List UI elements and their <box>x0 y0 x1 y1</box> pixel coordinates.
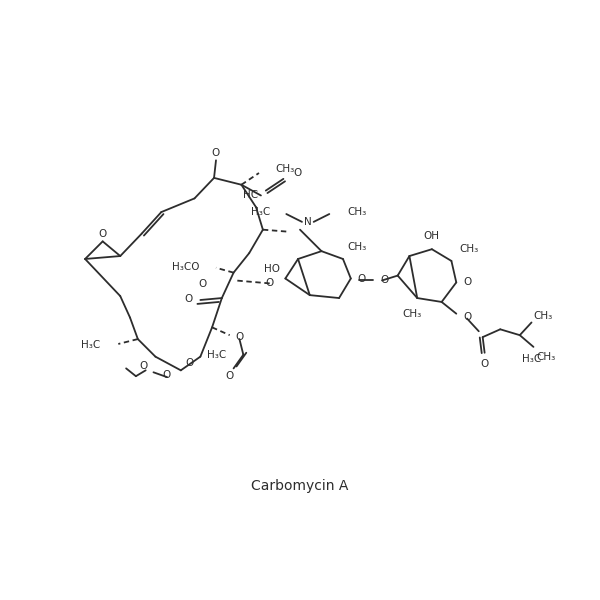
Text: HO: HO <box>265 264 280 274</box>
Text: O: O <box>463 277 472 287</box>
Text: O: O <box>463 311 472 322</box>
Text: H₃C: H₃C <box>208 350 227 360</box>
Text: O: O <box>140 361 148 371</box>
Text: H₃CO: H₃CO <box>172 262 199 272</box>
Text: H₃C: H₃C <box>522 353 541 364</box>
Text: CH₃: CH₃ <box>275 164 295 174</box>
Text: N: N <box>304 217 311 227</box>
Text: CH₃: CH₃ <box>536 352 556 362</box>
Text: CH₃: CH₃ <box>459 244 478 254</box>
Text: O: O <box>380 275 388 286</box>
Text: O: O <box>236 332 244 342</box>
Text: O: O <box>184 294 193 304</box>
Text: HC: HC <box>243 190 258 199</box>
Text: O: O <box>265 278 274 289</box>
Text: O: O <box>293 168 301 178</box>
Text: CH₃: CH₃ <box>347 207 366 217</box>
Text: Carbomycin A: Carbomycin A <box>251 479 349 493</box>
Text: CH₃: CH₃ <box>533 311 553 320</box>
Text: O: O <box>186 358 194 368</box>
Text: CH₃: CH₃ <box>403 308 422 319</box>
Text: OH: OH <box>424 230 440 241</box>
Text: CH₃: CH₃ <box>348 242 367 252</box>
Text: O: O <box>212 148 220 158</box>
Text: O: O <box>98 229 107 239</box>
Text: O: O <box>358 274 366 284</box>
Text: O: O <box>163 370 171 380</box>
Text: H₃C: H₃C <box>82 340 101 350</box>
Text: H₃C: H₃C <box>251 207 271 217</box>
Text: O: O <box>481 359 489 370</box>
Text: O: O <box>226 371 234 381</box>
Text: O: O <box>198 280 206 289</box>
